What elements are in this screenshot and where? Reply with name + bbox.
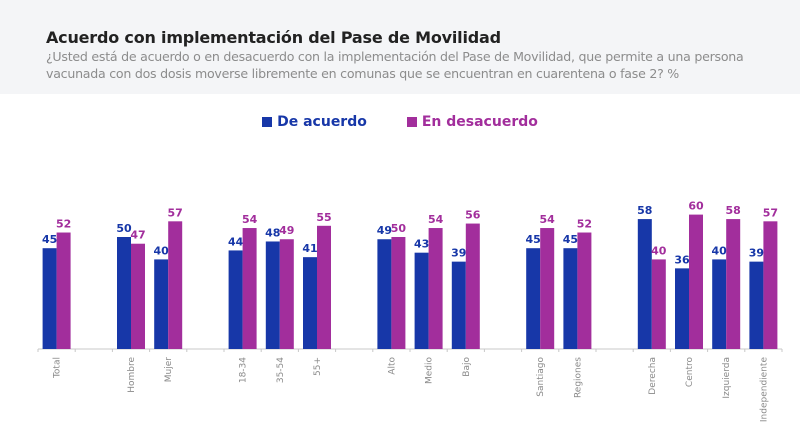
x-tick-label: Regiones [573,357,583,398]
bar-de-acuerdo [154,259,169,349]
data-label: 54 [428,213,444,226]
bar-de-acuerdo [117,237,131,349]
data-label: 49 [279,224,294,237]
data-label: 41 [302,242,317,255]
bar-en-desacuerdo [726,219,741,349]
legend-swatch-de-acuerdo [262,117,273,127]
bar-en-desacuerdo [391,237,406,349]
data-label: 39 [451,247,466,260]
data-label: 58 [726,204,741,217]
data-label: 44 [228,235,244,248]
data-label: 60 [688,200,704,213]
data-label: 50 [391,222,407,235]
legend-label-de-acuerdo: De acuerdo [277,114,367,130]
bar-en-desacuerdo [168,221,183,349]
bar-en-desacuerdo [242,228,257,349]
bar-en-desacuerdo [279,239,294,349]
x-tick-label: Bajo [462,357,472,377]
data-label: 47 [130,229,145,242]
legend-swatch-en-desacuerdo [406,117,417,127]
bar-en-desacuerdo [56,232,71,349]
bar-en-desacuerdo [131,243,145,349]
data-label: 40 [712,244,728,257]
x-tick-label: Medio [425,357,435,385]
data-label: 45 [526,233,541,246]
bar-de-acuerdo [637,219,652,349]
data-label: 45 [563,233,578,246]
bar-de-acuerdo [563,248,578,349]
header-band: Acuerdo con implementación del Pase de M… [0,0,800,94]
data-label: 39 [749,247,764,260]
legend: De acuerdo En desacuerdo [0,114,800,130]
bar-de-acuerdo [749,261,764,349]
data-label: 36 [674,253,690,266]
data-label: 54 [540,213,556,226]
legend-item-de-acuerdo: De acuerdo [262,114,367,130]
bar-en-desacuerdo [763,221,778,349]
bar-en-desacuerdo [577,232,592,349]
legend-item-en-desacuerdo: En desacuerdo [406,114,538,130]
data-label: 50 [116,222,132,235]
x-tick-label: Santiago [536,357,546,397]
bar-de-acuerdo [228,250,243,349]
chart-subtitle: ¿Usted está de acuerdo o en desacuerdo c… [46,49,744,81]
x-tick-label: 18-34 [239,357,249,383]
bar-de-acuerdo [526,248,541,349]
bar-de-acuerdo [675,268,689,349]
bar-de-acuerdo [451,261,466,349]
chart-title: Acuerdo con implementación del Pase de M… [46,28,501,47]
x-tick-label: Hombre [127,357,137,393]
legend-label-en-desacuerdo: En desacuerdo [421,114,538,130]
data-label: 57 [763,206,778,219]
x-tick-label: Derecha [648,357,658,395]
data-label: 43 [414,238,429,251]
data-label: 49 [377,224,392,237]
bar-de-acuerdo [265,241,280,349]
x-tick-label: Centro [685,357,695,388]
data-label: 52 [56,218,71,231]
bar-de-acuerdo [303,257,317,349]
x-tick-label: 55+ [313,357,323,376]
x-tick-label: Izquierda [722,357,732,399]
bar-de-acuerdo [712,259,727,349]
data-label: 54 [242,213,258,226]
data-label: 57 [168,206,183,219]
bar-de-acuerdo [414,252,429,349]
data-label: 55 [316,211,331,224]
bar-de-acuerdo [377,239,392,349]
data-label: 52 [577,218,592,231]
bar-en-desacuerdo [540,228,555,349]
data-label: 58 [637,204,652,217]
data-label: 40 [651,244,667,257]
x-tick-label: Mujer [164,357,174,383]
bar-en-desacuerdo [651,259,666,349]
x-tick-label: Alto [387,357,397,375]
x-tick-label: Total [53,357,63,379]
bar-de-acuerdo [42,248,57,349]
bar-en-desacuerdo [689,214,703,349]
x-tick-label: Independiente [759,357,769,423]
data-label: 40 [154,244,170,257]
data-label: 56 [465,209,481,222]
bar-en-desacuerdo [317,225,331,349]
bar-en-desacuerdo [465,223,480,349]
x-tick-label: 35-54 [276,357,286,383]
data-label: 45 [42,233,57,246]
data-label: 48 [265,226,280,239]
bar-en-desacuerdo [428,228,443,349]
